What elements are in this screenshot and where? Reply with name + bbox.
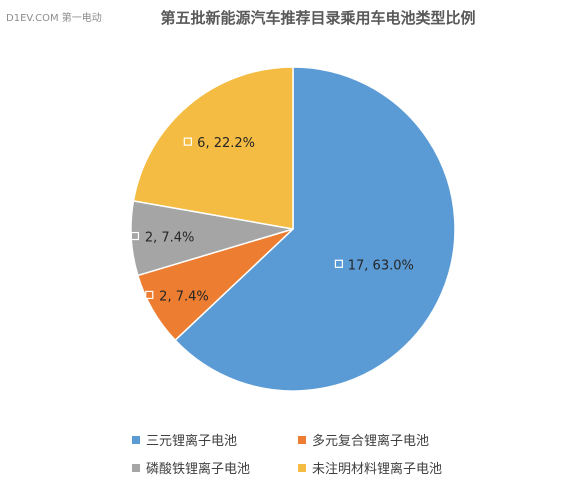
data-label-text: 6, 22.2% bbox=[197, 136, 255, 151]
data-label-key-icon bbox=[130, 231, 140, 241]
legend-label: 多元复合锂离子电池 bbox=[312, 434, 430, 449]
data-label-key-icon bbox=[183, 137, 192, 146]
data-label-key-icon bbox=[145, 290, 154, 300]
legend-label: 磷酸铁锂离子电池 bbox=[146, 462, 251, 477]
legend-item-multi-composite: 多元复合锂离子电池 bbox=[298, 430, 429, 449]
data-label-text: 2, 7.4% bbox=[159, 289, 209, 304]
legend-item-lfp: 磷酸铁锂离子电池 bbox=[132, 458, 250, 477]
data-label-key-icon bbox=[334, 259, 344, 268]
data-label-text: 2, 7.4% bbox=[145, 231, 195, 246]
pie-slice-ternary bbox=[174, 66, 456, 392]
data-label-unspecified: 6, 22.2% bbox=[183, 136, 255, 151]
pie-slice-unspecified bbox=[132, 66, 294, 230]
chart-title: 第五批新能源汽车推荐目录乘用车电池类型比例 bbox=[160, 9, 476, 27]
legend-swatch bbox=[298, 435, 306, 444]
data-label-text: 17, 63.0% bbox=[348, 258, 414, 273]
legend-swatch bbox=[132, 463, 140, 472]
legend-swatch bbox=[132, 435, 140, 444]
legend-swatch bbox=[298, 463, 306, 472]
legend-label: 未注明材料锂离子电池 bbox=[312, 462, 443, 477]
legend-item-ternary: 三元锂离子电池 bbox=[132, 430, 237, 449]
data-label-lfp: 2, 7.4% bbox=[130, 231, 195, 246]
legend-label: 三元锂离子电池 bbox=[146, 434, 238, 449]
legend-item-unspecified: 未注明材料锂离子电池 bbox=[298, 458, 442, 477]
data-label-multi-composite: 2, 7.4% bbox=[145, 289, 209, 304]
data-label-ternary: 17, 63.0% bbox=[334, 258, 414, 273]
watermark: D1EV.COM 第一电动 bbox=[6, 13, 102, 24]
